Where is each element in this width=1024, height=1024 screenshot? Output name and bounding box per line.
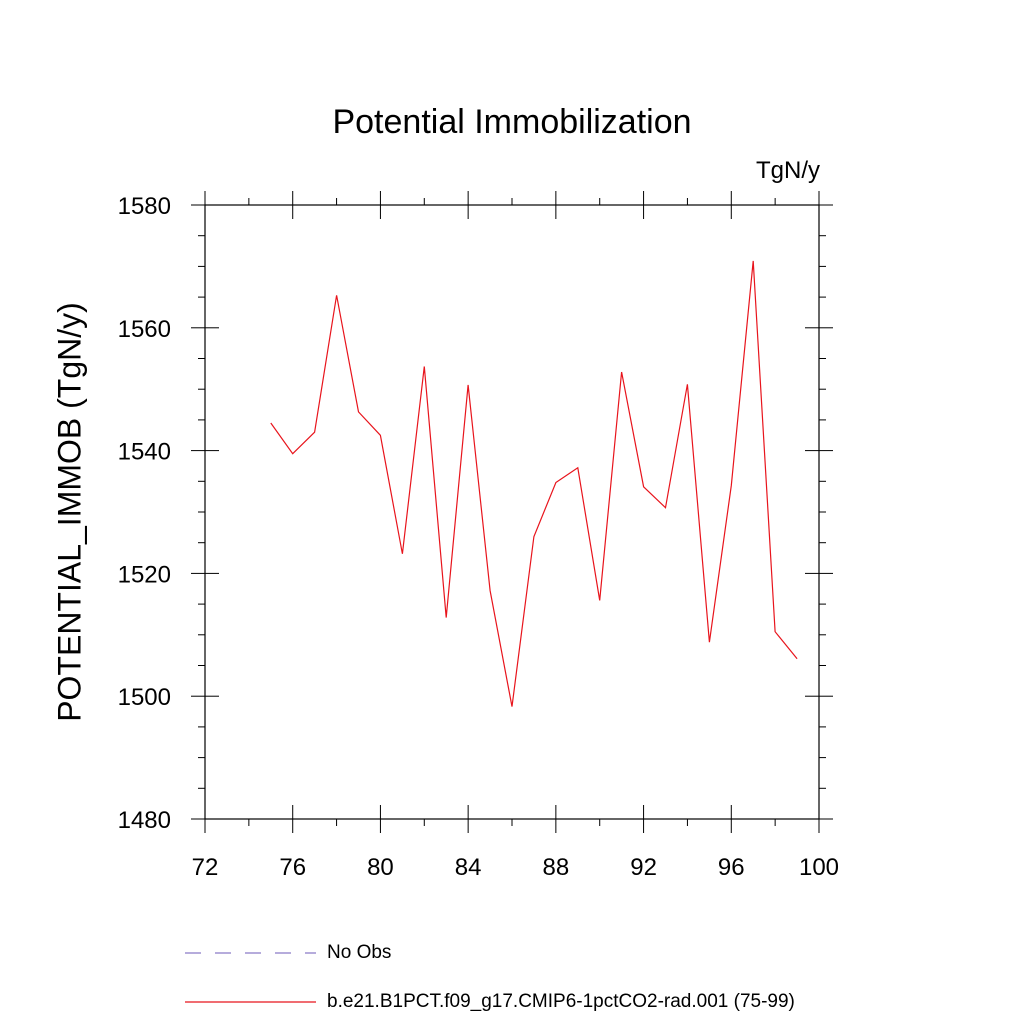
x-tick-label: 76: [279, 854, 306, 881]
legend-label-no-obs: No Obs: [327, 942, 392, 963]
axis-tick-labels: 72 76 80 84 88 92 96 100 1480 1500 1520 1540 1560 158…: [118, 193, 839, 881]
x-tick-label: 84: [455, 854, 482, 881]
x-tick-label: 88: [543, 854, 570, 881]
x-tick-label: 100: [799, 854, 839, 881]
legend-label-model: b.e21.B1PCT.f09_g17.CMIP6-1pctCO2-rad.00…: [327, 991, 795, 1012]
chart-title: Potential Immobilization: [332, 103, 692, 141]
x-tick-label: 72: [192, 854, 219, 881]
series-layer: [270, 260, 798, 707]
y-tick-label: 1520: [118, 561, 171, 588]
y-axis-label: POTENTIAL_IMMOB (TgN/y): [51, 302, 88, 722]
y-tick-label: 1480: [118, 807, 171, 834]
x-tick-label: 96: [718, 854, 745, 881]
x-tick-label: 92: [630, 854, 657, 881]
axis-ticks: [191, 191, 833, 833]
units-label: TgN/y: [755, 157, 820, 184]
plot-frame: [204, 204, 820, 820]
x-tick-label: 80: [367, 854, 394, 881]
series-line: [270, 260, 798, 707]
y-tick-label: 1500: [118, 684, 171, 711]
y-tick-label: 1560: [118, 316, 171, 343]
y-tick-label: 1580: [118, 193, 171, 220]
y-tick-label: 1540: [118, 439, 171, 466]
